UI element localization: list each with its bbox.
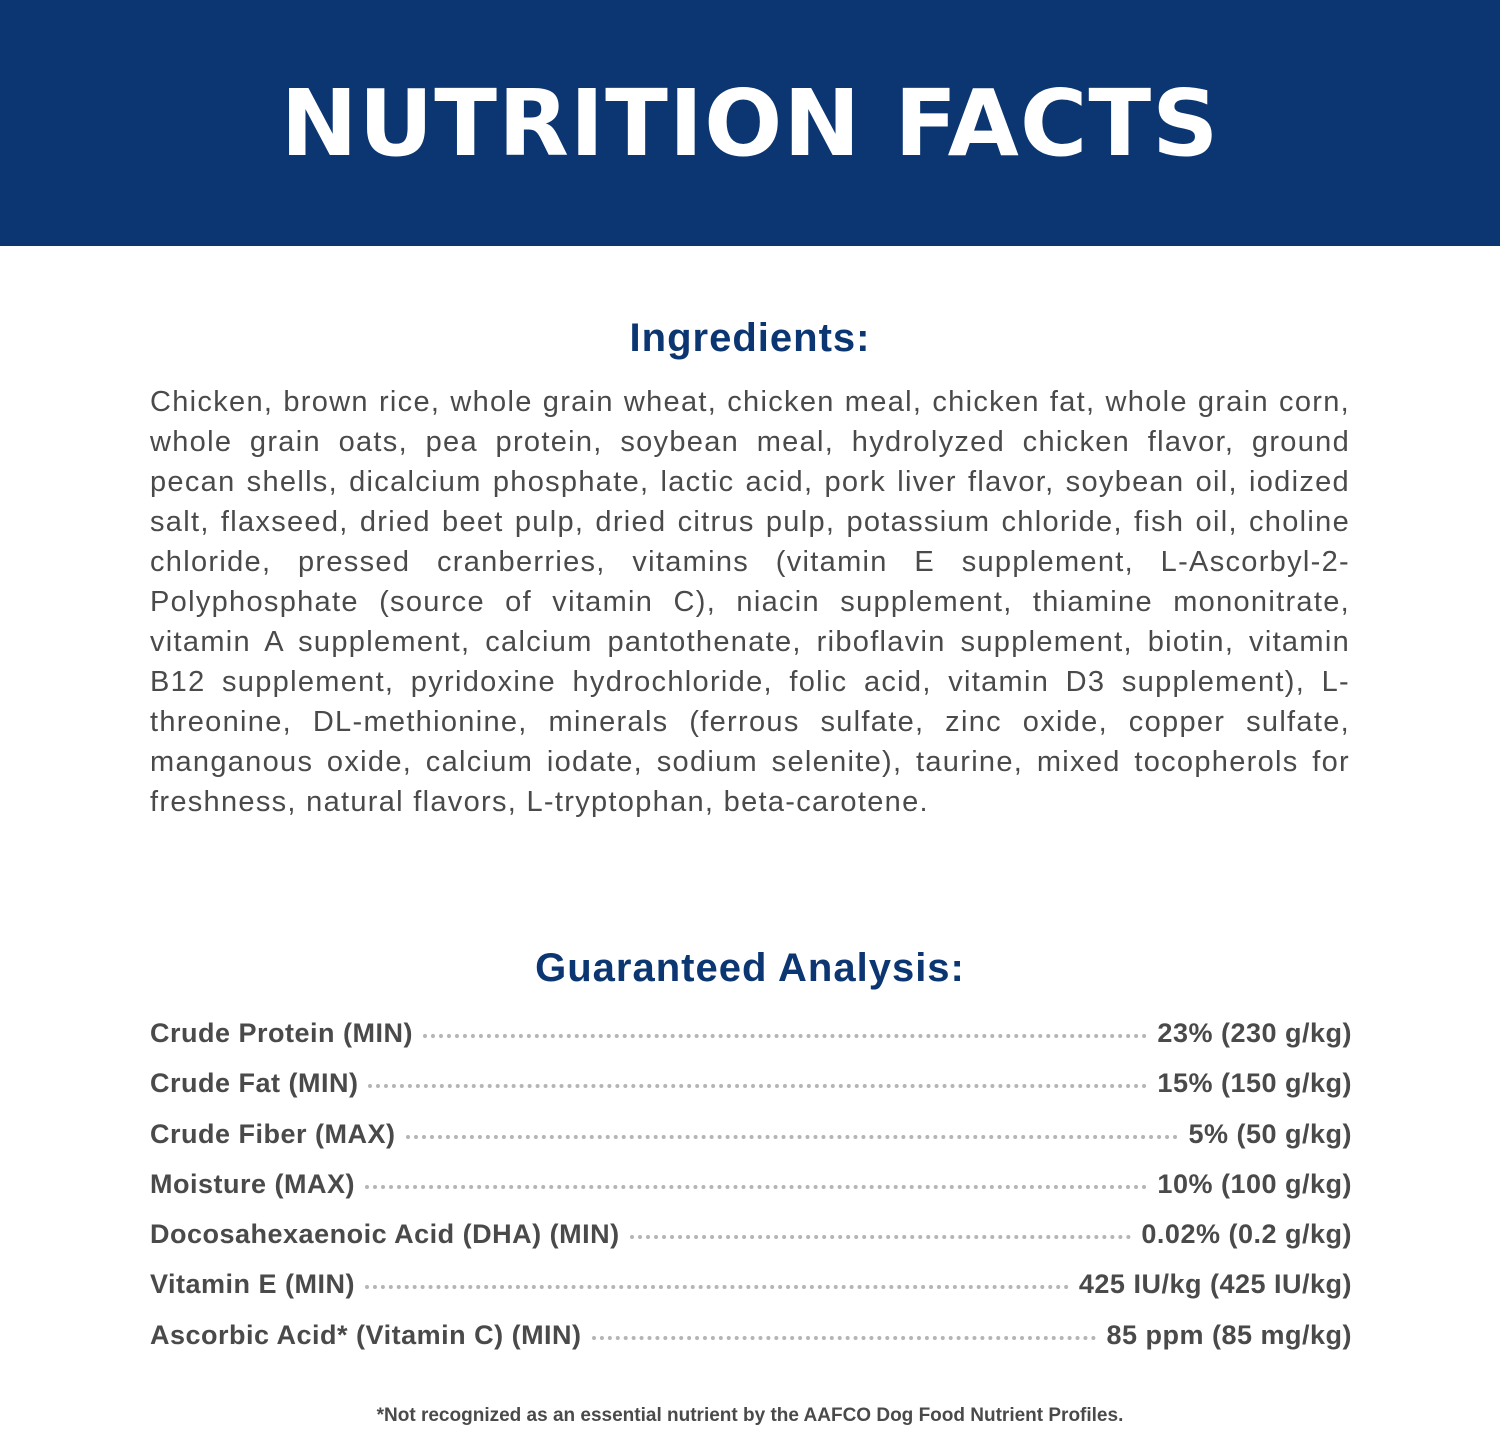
analysis-row: Docosahexaenoic Acid (DHA) (MIN) 0.02% (0… (150, 1219, 1352, 1269)
ingredients-heading: Ingredients: (629, 316, 871, 360)
ingredients-text: Chicken, brown rice, whole grain wheat, … (150, 386, 1350, 818)
nutrient-value: 85 ppm (85 mg/kg) (1106, 1319, 1352, 1350)
analysis-heading: Guaranteed Analysis: (535, 946, 965, 990)
nutrient-label: Crude Fat (MIN) (150, 1068, 359, 1099)
nutrient-label: Ascorbic Acid* (Vitamin C) (MIN) (150, 1319, 582, 1350)
analysis-row: Vitamin E (MIN) 425 IU/kg (425 IU/kg) (150, 1269, 1352, 1319)
analysis-row: Moisture (MAX) 10% (100 g/kg) (150, 1169, 1352, 1219)
nutrient-label: Crude Fiber (MAX) (150, 1118, 396, 1149)
nutrient-label: Moisture (MAX) (150, 1168, 355, 1199)
footnote: *Not recognized as an essential nutrient… (376, 1405, 1124, 1426)
analysis-row: Crude Fat (MIN) 15% (150 g/kg) (150, 1068, 1352, 1118)
page-title: NUTRITION FACTS (280, 69, 1220, 177)
analysis-row: Crude Protein (MIN) 23% (230 g/kg) (150, 1018, 1352, 1068)
dot-leader (629, 1235, 1132, 1240)
nutrient-value: 23% (230 g/kg) (1157, 1018, 1352, 1048)
dot-leader (365, 1285, 1069, 1290)
analysis-row: Ascorbic Acid* (Vitamin C) (MIN) 85 ppm (… (150, 1320, 1352, 1370)
title-banner: NUTRITION FACTS (0, 0, 1500, 246)
dot-leader (423, 1034, 1148, 1038)
nutrient-value: 15% (150 g/kg) (1157, 1068, 1352, 1099)
dot-leader (368, 1084, 1148, 1089)
nutrient-value: 10% (100 g/kg) (1157, 1168, 1352, 1199)
analysis-table: Crude Protein (MIN) 23% (230 g/kg) Crude F… (150, 1018, 1352, 1370)
analysis-row: Crude Fiber (MAX) 5% (50 g/kg) (150, 1119, 1352, 1169)
nutrient-value: 0.02% (0.2 g/kg) (1141, 1219, 1352, 1250)
nutrient-value: 5% (50 g/kg) (1188, 1118, 1352, 1149)
dot-leader (365, 1184, 1148, 1189)
nutrient-label: Vitamin E (MIN) (150, 1269, 356, 1300)
nutrient-label: Crude Protein (MIN) (150, 1018, 413, 1048)
nutrient-label: Docosahexaenoic Acid (DHA) (MIN) (150, 1219, 620, 1250)
nutrient-value: 425 IU/kg (425 IU/kg) (1078, 1269, 1352, 1300)
dot-leader (405, 1134, 1179, 1139)
dot-leader (591, 1335, 1097, 1340)
